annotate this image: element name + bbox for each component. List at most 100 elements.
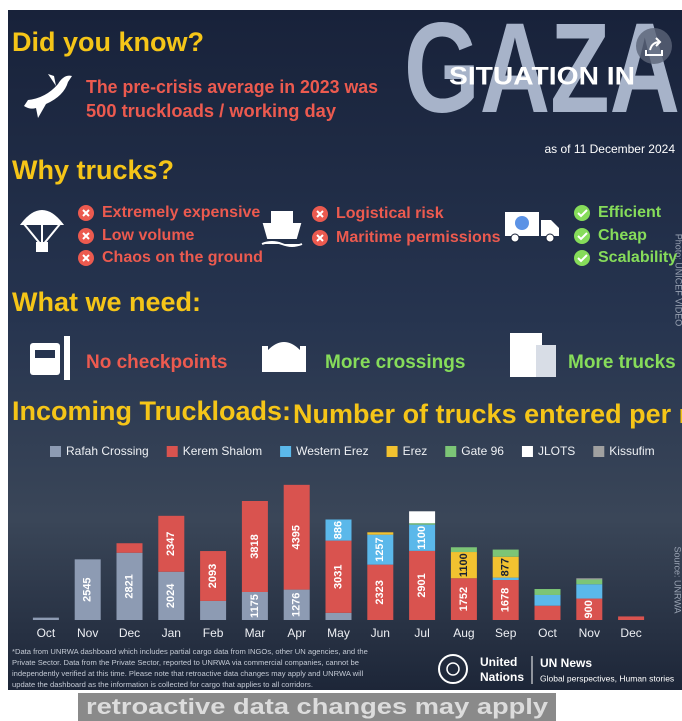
value-label: 2323 [374,580,386,604]
legend-swatch [50,446,61,457]
reason-item: Maritime permissions [336,229,501,246]
value-label: 2024 [165,583,177,608]
parachute-icon [36,242,48,252]
legend-swatch [593,446,604,457]
value-label: 1175 [249,594,261,618]
legend-label: Kissufim [609,444,654,458]
x-tick-label: Oct [37,626,56,640]
chart-title: Incoming Truckloads: [12,396,291,426]
x-tick-label: Sep [495,626,517,640]
value-label: 1678 [500,588,512,612]
check-icon [574,250,590,266]
situation-label: SITUATION IN [449,63,635,91]
x-tick-label: Jun [371,626,390,640]
section-title: Did you know? [12,27,204,57]
need-item: More trucks [568,352,676,373]
bar-segment [618,616,644,620]
legend-swatch [522,446,533,457]
x-tick-label: May [327,626,350,640]
share-button[interactable] [636,28,672,64]
legend-swatch [280,446,291,457]
bar-segment [576,578,602,579]
tagline: Global perspectives, Human stories [540,673,674,683]
x-tick-label: Oct [538,626,557,640]
reason-item: Scalability [598,249,677,266]
x-tick-label: Jan [162,626,181,640]
legend-label: Erez [403,444,428,458]
bar-segment [409,511,435,523]
value-label: 3031 [332,564,344,588]
overlay-text: retroactive data changes may apply [86,694,549,719]
legend-label: Kerem Shalom [183,444,262,458]
value-label: 900 [583,600,595,618]
value-label: 4395 [291,525,303,549]
fact-text: 500 truckloads / working day [86,101,336,121]
legend-label: JLOTS [538,444,575,458]
value-label: 1100 [458,553,470,577]
un-news: UN News [540,656,592,670]
legend-swatch [167,446,178,457]
source-label: Source: UNRWA [673,546,682,613]
need-item: No checkpoints [86,352,227,373]
bar-segment [326,613,352,620]
date-label: as of 11 December 2024 [544,142,675,156]
x-tick-label: Mar [245,626,266,640]
check-icon [574,228,590,244]
fact-text: The pre-crisis average in 2023 was [86,77,378,97]
footnote: update the dashboard as the information … [12,680,313,689]
value-label: 2347 [165,532,177,556]
truck-icon [511,234,519,242]
bar-segment [493,550,519,557]
legend-label: Gate 96 [461,444,504,458]
value-label: 2545 [82,577,94,601]
value-label: 886 [332,521,344,539]
bar-segment [535,595,561,606]
reason-item: Chaos on the ground [102,249,263,266]
value-label: 1100 [416,526,428,550]
x-tick-label: Dec [620,626,641,640]
bar-segment [409,523,435,524]
x-tick-label: Nov [77,626,98,640]
bar-segment [576,579,602,584]
legend-label: Western Erez [296,444,368,458]
need-item: More crossings [325,352,465,373]
check-icon [574,205,590,221]
bar-segment [535,606,561,620]
trucks-icon [536,345,556,377]
photo-credit: Photo: UNICEF VIDEO [674,234,682,327]
reason-item: Low volume [102,227,195,244]
bar-segment [367,532,393,534]
footnote: *Data from UNRWA dashboard which include… [12,647,368,656]
checkpoint-icon [30,343,60,375]
bar-segment [535,589,561,595]
x-tick-label: Nov [579,626,600,640]
value-label: 1257 [374,537,386,561]
legend-label: Rafah Crossing [66,444,149,458]
section-title: Why trucks? [12,155,174,185]
reason-item: Cheap [598,227,647,244]
x-tick-label: Feb [203,626,224,640]
un-name: Nations [480,670,524,684]
bar-segment [576,584,602,598]
value-label: 2821 [123,574,135,598]
value-label: 1276 [291,593,303,617]
bar-segment [33,618,59,620]
truck-icon [546,234,554,242]
x-tick-label: Aug [453,626,474,640]
infographic: GAZA SITUATION IN Did you know? The pre-… [0,0,682,721]
footnote: Private Sector. Data from the Private Se… [12,658,359,667]
un-name: United [480,655,517,669]
reason-item: Efficient [598,204,662,221]
bar-segment [200,601,226,620]
x-tick-label: Apr [287,626,306,640]
x-tick-label: Dec [119,626,140,640]
legend-swatch [445,446,456,457]
reason-item: Logistical risk [336,205,444,222]
section-title: What we need: [12,287,201,317]
bar-segment [117,543,143,553]
value-label: 1752 [458,587,470,611]
value-label: 2093 [207,564,219,588]
value-label: 3818 [249,534,261,558]
value-label: 2901 [416,573,428,597]
checkpoint-icon [64,336,70,380]
